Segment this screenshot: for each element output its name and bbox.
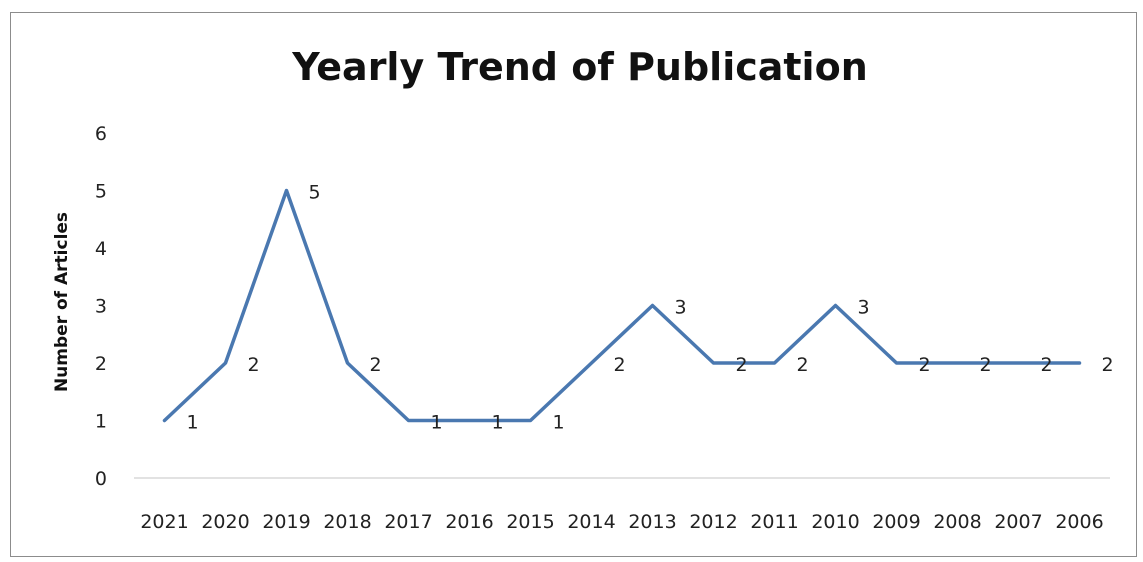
data-label: 2 [614,354,626,376]
data-label: 2 [370,354,382,376]
data-label: 1 [492,412,504,434]
x-tick-label: 2010 [811,511,859,533]
x-tick-label: 2020 [201,511,249,533]
x-tick-label: 2021 [140,511,188,533]
data-labels: 1 2 5 2 1 1 1 2 3 2 2 3 2 2 2 2 [187,182,1114,434]
series-lines [162,188,1082,423]
data-label: 3 [675,297,687,319]
y-tick-label: 2 [95,353,107,375]
y-tick-label: 5 [95,181,107,203]
data-label: 2 [736,354,748,376]
y-tick-label: 6 [95,123,107,145]
data-label: 1 [187,412,199,434]
y-tick-label: 1 [95,411,107,433]
x-tick-label: 2019 [262,511,310,533]
x-tick-label: 2015 [506,511,554,533]
x-tick-label: 2017 [384,511,432,533]
y-tick-label: 4 [95,238,107,260]
data-label: 2 [248,354,260,376]
y-tick-label: 3 [95,296,107,318]
data-label: 5 [309,182,321,204]
x-tick-label: 2012 [689,511,737,533]
y-tick-labels: 0 1 2 3 4 5 6 [95,123,107,490]
data-label: 1 [553,412,565,434]
y-tick-label: 0 [95,468,107,490]
data-label: 2 [1041,354,1053,376]
data-label: 2 [919,354,931,376]
x-tick-label: 2009 [872,511,920,533]
x-tick-label: 2011 [750,511,798,533]
series-line [162,188,1082,423]
x-tick-label: 2006 [1055,511,1103,533]
x-tick-label: 2018 [323,511,371,533]
x-tick-label: 2016 [445,511,493,533]
x-tick-label: 2008 [933,511,981,533]
data-label: 2 [980,354,992,376]
chart-frame [10,12,1137,557]
data-label: 1 [431,412,443,434]
data-label: 2 [1102,354,1114,376]
chart-title: Yearly Trend of Publication [291,45,868,89]
data-label: 3 [858,297,870,319]
y-axis-label: Number of Articles [52,212,72,392]
x-tick-labels: 2021 2020 2019 2018 2017 2016 2015 2014 2013 2012… [140,511,1103,533]
x-tick-label: 2014 [567,511,615,533]
x-tick-label: 2007 [994,511,1042,533]
data-label: 2 [797,354,809,376]
x-tick-label: 2013 [628,511,676,533]
